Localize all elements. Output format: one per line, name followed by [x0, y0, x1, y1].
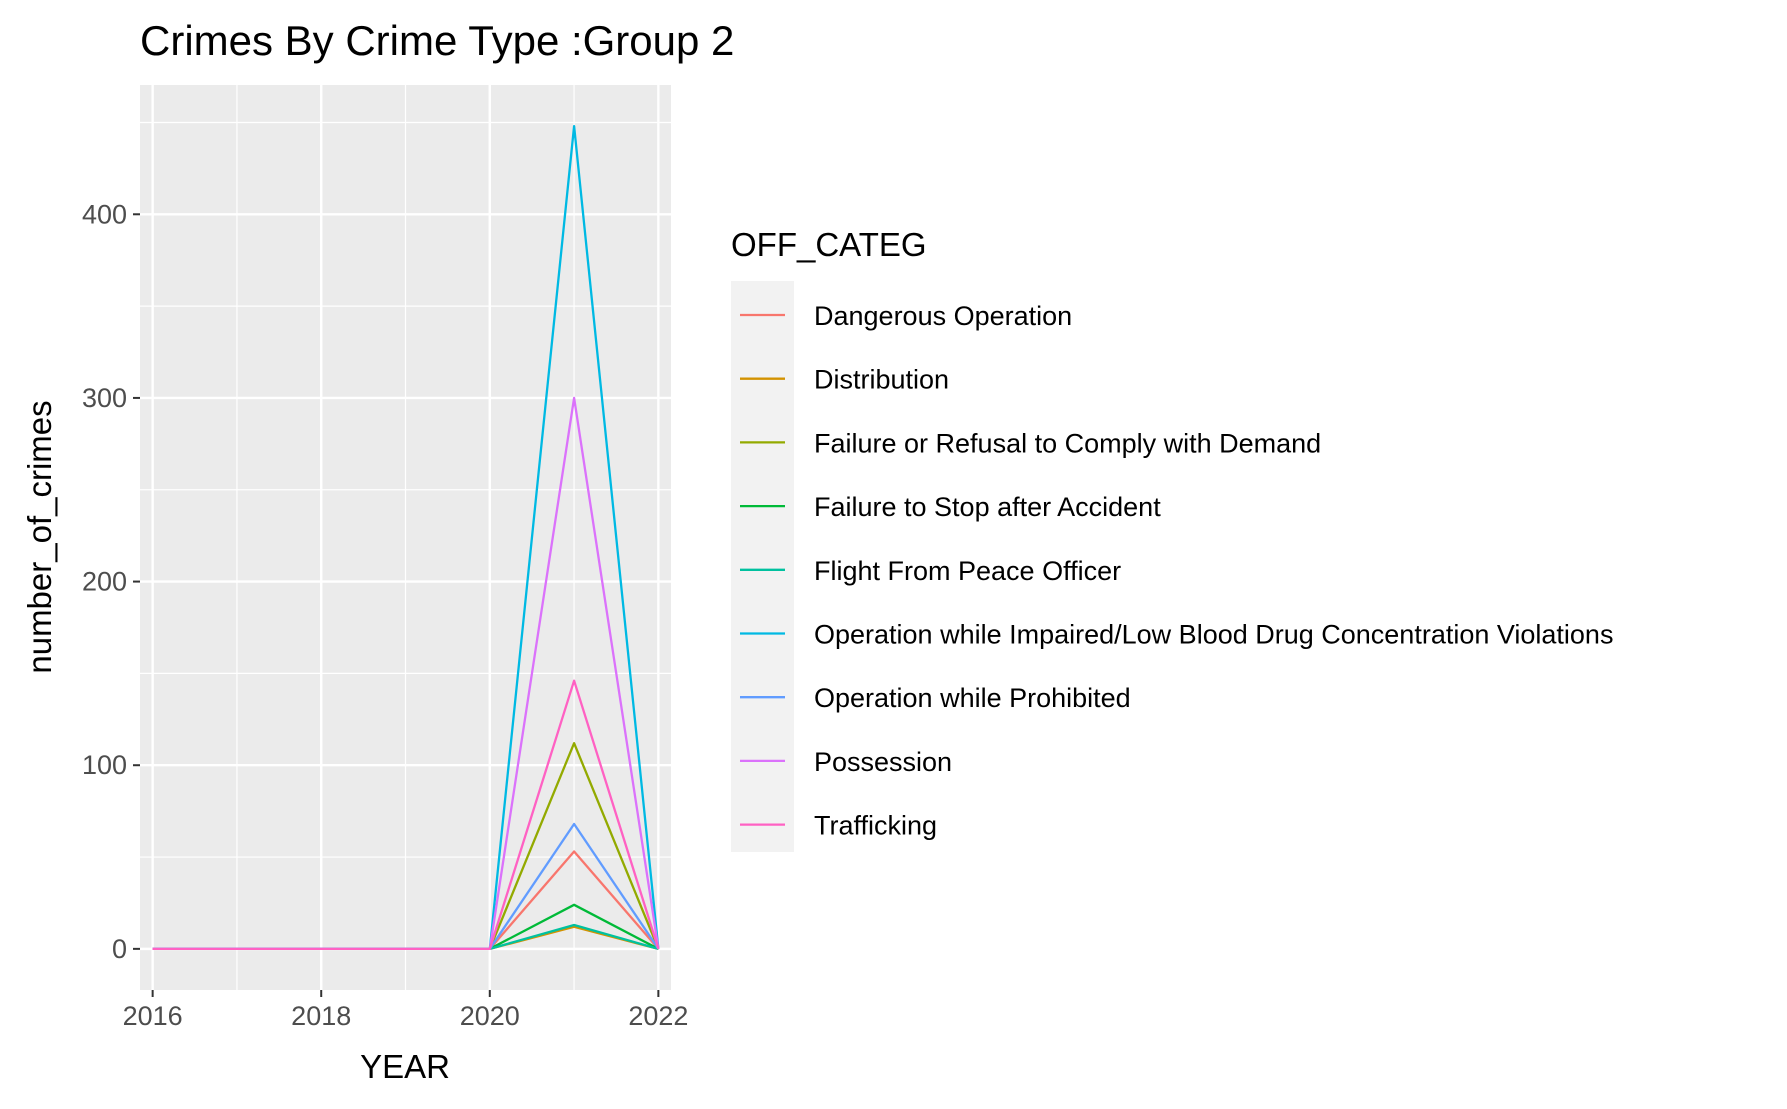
- legend-item-label: Trafficking: [814, 811, 937, 841]
- legend-key-background: [731, 281, 794, 852]
- x-axis-title: YEAR: [360, 1048, 450, 1085]
- x-tick-label: 2016: [123, 1001, 183, 1031]
- x-axis: 2016 2018 2020 2022: [123, 990, 688, 1031]
- y-tick-label: 300: [82, 383, 127, 413]
- legend-item-label: Dangerous Operation: [814, 301, 1072, 331]
- grid-major: [140, 85, 671, 990]
- y-axis: 0 100 200 300 400: [82, 199, 140, 964]
- legend-title: OFF_CATEG: [731, 226, 927, 263]
- y-tick-label: 100: [82, 750, 127, 780]
- chart-title: Crimes By Crime Type :Group 2: [140, 17, 734, 64]
- legend-item-label: Operation while Impaired/Low Blood Drug …: [814, 620, 1613, 650]
- legend-item-label: Operation while Prohibited: [814, 683, 1131, 713]
- y-axis-title: number_of_crimes: [21, 400, 58, 673]
- x-tick-label: 2020: [460, 1001, 520, 1031]
- legend-item-label: Distribution: [814, 365, 949, 395]
- legend-item-label: Flight From Peace Officer: [814, 556, 1121, 586]
- series-line-9: [152, 679, 660, 951]
- legend-item-label: Possession: [814, 747, 952, 777]
- y-tick-label: 200: [82, 567, 127, 597]
- legend-item-label: Failure to Stop after Accident: [814, 492, 1161, 522]
- series-lines: [152, 124, 660, 951]
- legend: OFF_CATEG Dangerous Operation Distributio…: [731, 226, 1613, 852]
- grid-minor: [140, 85, 671, 990]
- legend-items: Dangerous Operation Distribution Failure o…: [740, 301, 1613, 841]
- y-tick-label: 0: [112, 934, 127, 964]
- y-tick-label: 400: [82, 199, 127, 229]
- x-tick-label: 2022: [628, 1001, 688, 1031]
- legend-item-label: Failure or Refusal to Comply with Demand: [814, 428, 1321, 458]
- x-tick-label: 2018: [291, 1001, 351, 1031]
